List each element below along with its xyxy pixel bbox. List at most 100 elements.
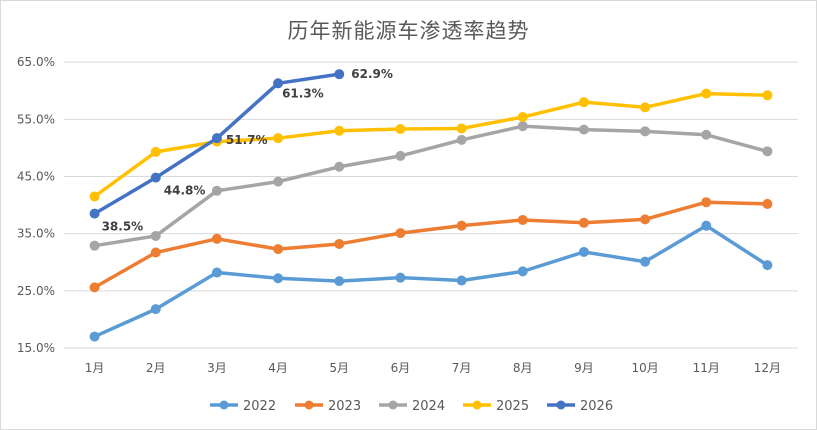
legend-item: 2025 <box>463 399 529 414</box>
data-point-2024 <box>211 185 222 196</box>
data-point-2023 <box>640 214 651 225</box>
data-label: 38.5% <box>102 220 144 234</box>
y-tick-label: 65.0% <box>17 55 55 69</box>
data-point-2022 <box>762 260 773 271</box>
data-point-2023 <box>762 198 773 209</box>
data-point-2025 <box>701 88 712 99</box>
x-tick-label: 1月 <box>85 361 105 375</box>
legend-label: 2025 <box>496 399 529 414</box>
data-point-2025 <box>395 124 406 135</box>
series-line-2024 <box>92 124 770 248</box>
x-tick-label: 9月 <box>574 361 594 375</box>
y-tick-label: 45.0% <box>17 169 55 183</box>
data-point-2025 <box>334 125 345 136</box>
data-point-2024 <box>273 176 284 187</box>
data-point-2022 <box>334 276 345 287</box>
data-point-2022 <box>701 220 712 231</box>
data-label: 61.3% <box>282 86 324 100</box>
data-point-2025 <box>89 191 100 202</box>
data-point-2023 <box>334 238 345 249</box>
data-point-2023 <box>273 244 284 255</box>
data-point-2025 <box>150 146 161 157</box>
y-tick-label: 55.0% <box>17 112 55 126</box>
data-point-2025 <box>578 97 589 108</box>
data-point-2026 <box>334 69 345 80</box>
data-point-2026 <box>150 172 161 183</box>
legend-label: 2024 <box>412 399 445 414</box>
data-point-2022 <box>89 331 100 342</box>
x-tick-label: 2月 <box>146 361 166 375</box>
data-point-2023 <box>517 214 528 225</box>
y-gridlines: 15.0% 25.0% 35.0% 45.0% 55.0% 65.0% <box>17 55 798 355</box>
data-point-2026 <box>211 133 222 144</box>
x-tick-label: 10月 <box>631 361 658 375</box>
data-label: 44.8% <box>164 184 206 198</box>
data-point-2024 <box>762 146 773 157</box>
data-point-2024 <box>89 240 100 251</box>
data-point-2022 <box>211 267 222 278</box>
chart-title: 历年新能源车渗透率趋势 <box>287 19 530 43</box>
data-point-2025 <box>456 123 467 134</box>
data-point-2023 <box>578 217 589 228</box>
legend-item: 2024 <box>379 399 445 414</box>
data-point-2022 <box>395 272 406 283</box>
data-point-2025 <box>517 112 528 123</box>
legend-label: 2022 <box>243 399 276 414</box>
x-tick-label: 5月 <box>329 361 349 375</box>
data-label: 51.7% <box>226 133 268 147</box>
data-point-2024 <box>150 230 161 241</box>
legend-label: 2023 <box>328 399 361 414</box>
data-point-2022 <box>456 275 467 286</box>
legend-label: 2026 <box>580 399 613 414</box>
data-point-2026 <box>273 78 284 89</box>
data-point-2023 <box>211 233 222 244</box>
data-point-2025 <box>640 102 651 113</box>
data-label: 62.9% <box>351 67 393 81</box>
x-tick-label: 8月 <box>513 361 533 375</box>
data-point-2025 <box>762 90 773 101</box>
x-tick-label: 11月 <box>693 361 720 375</box>
series-line-2025 <box>92 91 770 199</box>
legend-swatch-marker <box>219 400 229 410</box>
data-point-2022 <box>517 266 528 277</box>
data-point-2024 <box>578 124 589 135</box>
legend-item: 2023 <box>295 399 361 414</box>
data-point-2023 <box>89 282 100 293</box>
data-point-2022 <box>578 246 589 257</box>
legend-item: 2026 <box>547 399 613 414</box>
data-point-2024 <box>334 161 345 172</box>
x-tick-label: 6月 <box>391 361 411 375</box>
x-tick-label: 4月 <box>268 361 288 375</box>
data-point-2022 <box>640 256 651 267</box>
legend: 2022 2023 2024 2025 2026 <box>210 399 613 414</box>
data-point-2023 <box>150 247 161 258</box>
x-axis: 1月 2月 3月 4月 5月 6月 7月 8月 9月 10月 11月 12月 <box>85 361 781 375</box>
x-tick-label: 7月 <box>452 361 472 375</box>
data-point-2023 <box>395 228 406 239</box>
legend-swatch-marker <box>556 400 566 410</box>
data-point-2022 <box>273 273 284 284</box>
data-point-2022 <box>150 304 161 315</box>
y-tick-label: 35.0% <box>17 227 55 241</box>
legend-swatch-marker <box>304 400 314 410</box>
x-tick-label: 12月 <box>754 361 781 375</box>
data-point-2025 <box>273 133 284 144</box>
y-tick-label: 15.0% <box>17 341 55 355</box>
series-group <box>89 69 773 342</box>
data-point-2024 <box>517 121 528 132</box>
series-line-2023 <box>92 200 770 290</box>
series-line-2022 <box>92 223 770 339</box>
x-tick-label: 3月 <box>207 361 227 375</box>
data-point-2023 <box>456 220 467 231</box>
data-point-2024 <box>701 129 712 140</box>
y-tick-label: 25.0% <box>17 284 55 298</box>
legend-swatch-marker <box>472 400 482 410</box>
legend-swatch-marker <box>388 400 398 410</box>
data-point-2023 <box>701 197 712 208</box>
data-point-2024 <box>456 134 467 145</box>
data-point-2024 <box>640 126 651 137</box>
data-point-2024 <box>395 150 406 161</box>
legend-item: 2022 <box>210 399 276 414</box>
